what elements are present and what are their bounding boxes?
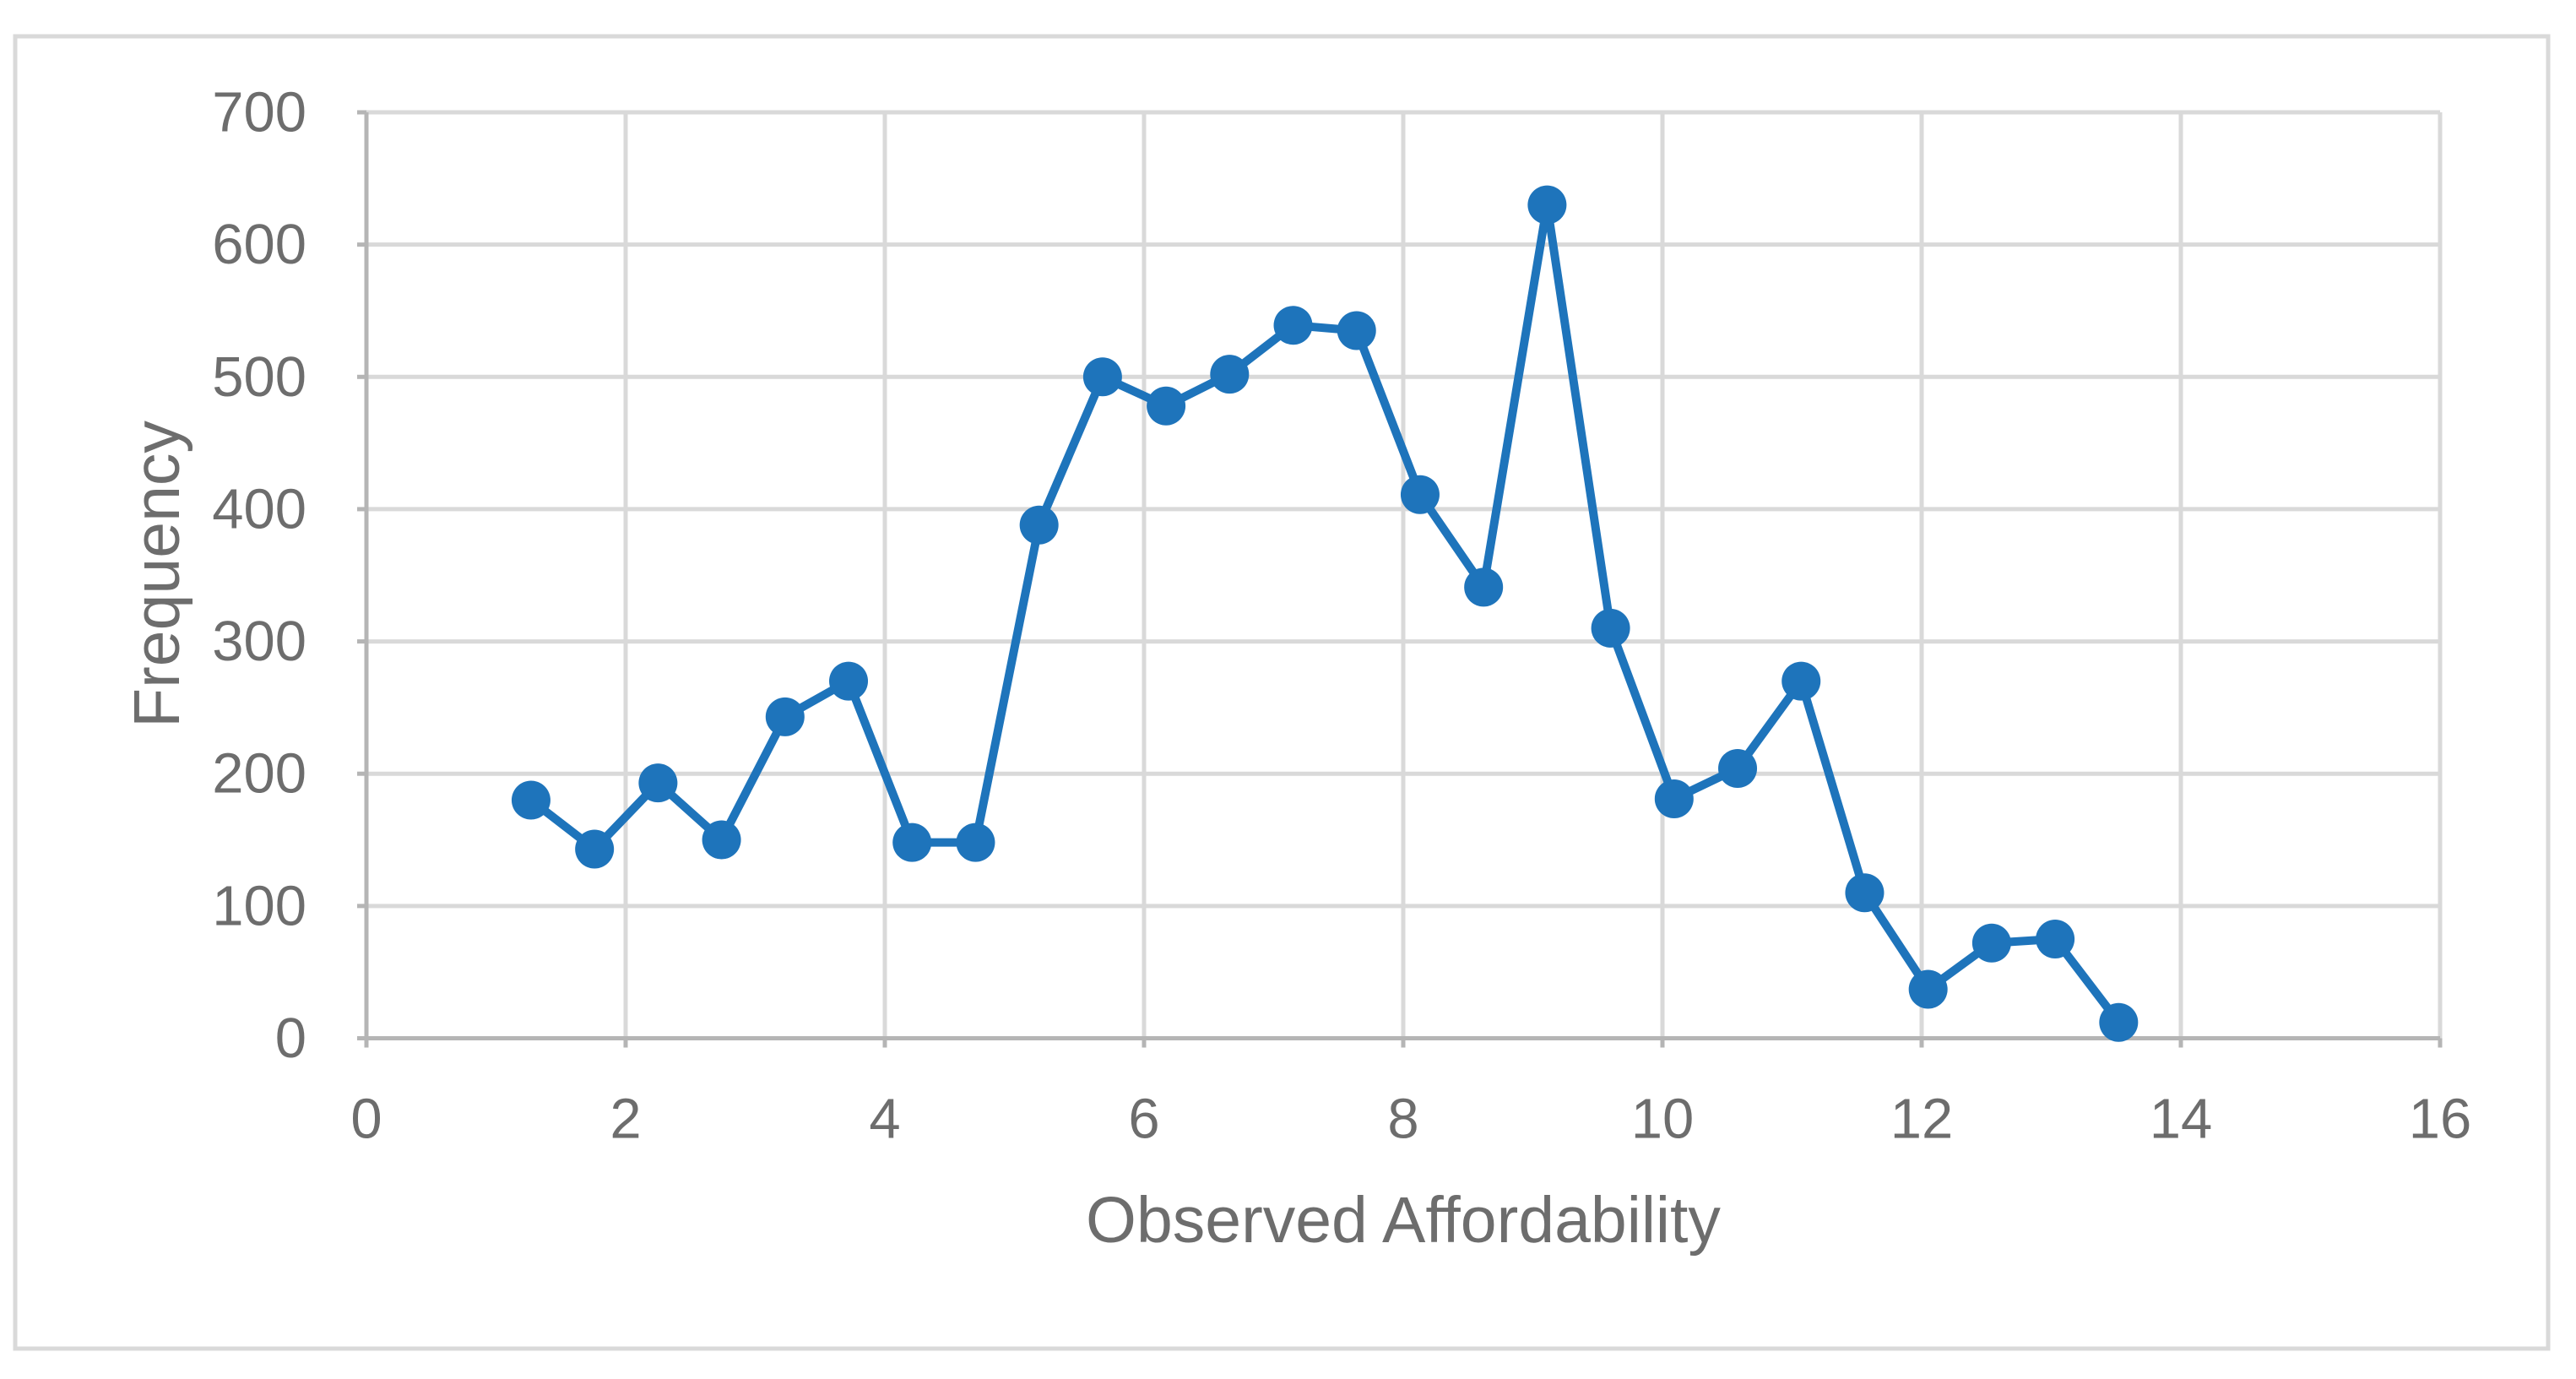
data-point-marker (1718, 748, 1758, 788)
y-axis-title: Frequency (121, 421, 193, 728)
x-axis-title: Observed Affordability (1086, 1184, 1721, 1257)
y-tick-label: 200 (212, 742, 306, 806)
data-point-marker (956, 823, 995, 862)
x-tick-label: 0 (350, 1088, 382, 1151)
x-tick-label: 16 (2409, 1088, 2472, 1151)
data-point-marker (1527, 185, 1567, 225)
data-series (511, 185, 2139, 1042)
data-point-marker (1464, 567, 1504, 607)
data-point-marker (1019, 505, 1059, 545)
x-tick-label: 10 (1631, 1088, 1695, 1151)
data-point-marker (638, 763, 678, 803)
data-point-marker (892, 823, 932, 862)
y-tick-label: 0 (275, 1007, 306, 1070)
data-point-marker (1845, 873, 1885, 913)
data-point-marker (2036, 920, 2075, 959)
y-tick-label: 400 (212, 477, 306, 540)
tick-labels: 0 2 4 6 8 10 12 14 16 0 100 200 300 400 500 600 700 (212, 81, 2471, 1151)
data-point-marker (1337, 311, 1376, 350)
y-tick-label: 300 (212, 610, 306, 673)
x-tick-label: 6 (1128, 1088, 1159, 1151)
x-tick-label: 2 (610, 1088, 641, 1151)
x-tick-label: 4 (869, 1088, 900, 1151)
data-point-marker (1082, 357, 1122, 397)
y-tick-label: 500 (212, 345, 306, 409)
data-point-marker (1147, 386, 1186, 426)
data-point-marker (575, 829, 615, 869)
data-point-marker (829, 661, 869, 701)
data-point-marker (1210, 355, 1250, 394)
data-point-marker (1273, 306, 1313, 345)
y-tick-label: 700 (212, 81, 306, 144)
data-point-marker (1782, 661, 1821, 701)
data-point-marker (765, 697, 805, 736)
data-point-marker (1971, 923, 2011, 963)
data-point-marker (1400, 475, 1440, 514)
x-tick-label: 14 (2150, 1088, 2213, 1151)
data-point-marker (1908, 969, 1948, 1009)
data-point-marker (702, 820, 741, 860)
data-point-marker (1654, 779, 1694, 818)
data-point-marker (2099, 1002, 2139, 1042)
y-tick-label: 600 (212, 213, 306, 276)
x-tick-label: 12 (1890, 1088, 1954, 1151)
data-point-marker (511, 780, 550, 820)
gridlines (364, 110, 2443, 1040)
data-point-marker (1591, 608, 1630, 648)
y-tick-label: 100 (212, 874, 306, 937)
axes (357, 110, 2443, 1048)
figure-border (13, 34, 2551, 1351)
x-tick-label: 8 (1387, 1088, 1418, 1151)
